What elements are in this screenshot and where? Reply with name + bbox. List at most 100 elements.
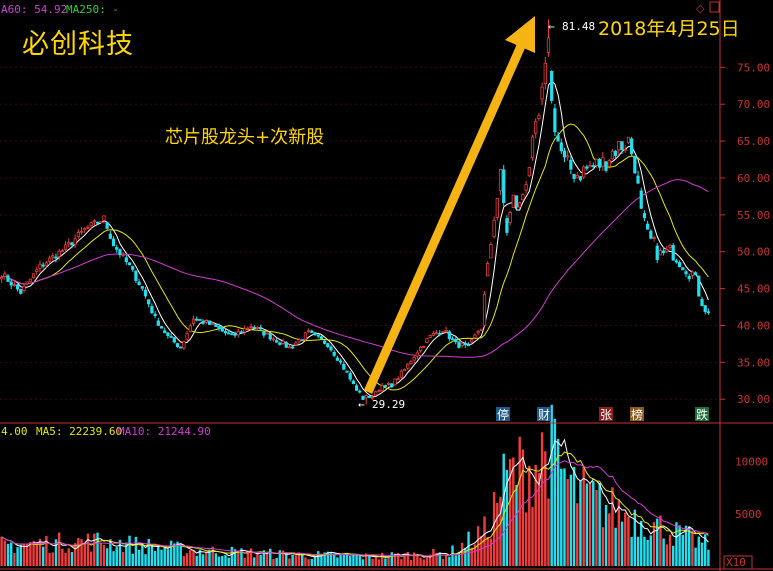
ma10-line xyxy=(1,123,709,391)
volume-bar-down xyxy=(345,554,349,566)
candle-down xyxy=(259,327,263,330)
volume-bar-down xyxy=(707,549,710,566)
volume-bar-down xyxy=(649,535,653,566)
volume-bar-down xyxy=(137,549,141,566)
candle-down xyxy=(502,169,506,203)
volume-bar-down xyxy=(684,525,688,566)
candle-up xyxy=(211,322,215,325)
candle-up xyxy=(57,250,61,257)
candle-up xyxy=(623,148,627,151)
candle-down xyxy=(323,340,327,344)
volume-bar-down xyxy=(313,555,317,566)
volume-bar-down xyxy=(9,542,13,566)
candle-down xyxy=(227,332,231,335)
volume-bar-up xyxy=(566,479,569,566)
candle-down xyxy=(124,257,128,263)
volume-bar-up xyxy=(57,532,61,566)
candle-down xyxy=(649,230,653,239)
volume-bar-up xyxy=(272,558,275,566)
candle-up xyxy=(79,230,84,233)
candle-down xyxy=(278,342,282,345)
volume-bar-down xyxy=(384,558,387,566)
candle-down xyxy=(614,150,618,156)
price-axis: 30.00 35.00 40.00 45.00 50.00 55.00 60.00 65.00… xyxy=(720,61,770,521)
candle-down xyxy=(233,333,237,336)
volume-bar-up xyxy=(281,550,285,566)
candle-down xyxy=(604,161,608,171)
price-tick-label: 75.00 xyxy=(737,61,770,74)
candle-up xyxy=(402,369,407,372)
volume-bar-up xyxy=(489,538,493,566)
volume-bar-down xyxy=(221,555,224,566)
candle-up xyxy=(422,346,426,348)
volume-bar-down xyxy=(227,557,230,566)
candle-down xyxy=(572,173,576,179)
event-tag-suspend[interactable]: 停 xyxy=(497,407,509,422)
volume-bar-up xyxy=(480,536,483,566)
volume-bar-up xyxy=(400,559,403,566)
candle-up xyxy=(582,166,586,178)
volume-bar-down xyxy=(438,552,441,566)
volume-bar-up xyxy=(371,558,374,566)
candle-down xyxy=(620,141,624,151)
candle-down xyxy=(693,272,698,276)
candle-down xyxy=(559,142,563,152)
ma250-label: MA250: - xyxy=(66,3,119,16)
candle-down xyxy=(351,380,356,385)
high-price-label: 81.48 xyxy=(562,20,595,33)
candle-up xyxy=(0,276,4,280)
diamond-icon[interactable]: ◇ xyxy=(696,2,705,15)
candle-down xyxy=(697,275,701,297)
event-tag-rise[interactable]: 张 xyxy=(600,408,612,422)
price-tick-label: 30.00 xyxy=(737,393,770,406)
volume-unit-label: X10 xyxy=(726,556,746,569)
volume-bar-down xyxy=(198,549,202,566)
candle-up xyxy=(546,37,551,53)
volume-bar-up xyxy=(422,559,425,566)
volume-bar-down xyxy=(6,543,10,566)
date-label: 2018年4月25日 xyxy=(598,18,740,40)
candle-down xyxy=(674,260,679,263)
candle-down xyxy=(383,385,387,387)
candle-down xyxy=(505,218,509,233)
candle-down xyxy=(335,357,340,361)
volume-bar-up xyxy=(102,545,106,566)
volume-bar-up xyxy=(246,551,250,566)
volume-bar-up xyxy=(544,451,547,566)
candle-up xyxy=(476,331,480,334)
volume-bar-up xyxy=(435,552,438,566)
volume-bar-down xyxy=(467,531,470,566)
candle-up xyxy=(60,250,64,252)
candle-down xyxy=(147,299,151,305)
volume-bar-down xyxy=(41,546,45,566)
candle-down xyxy=(450,338,455,341)
volume-bar-down xyxy=(640,520,643,566)
volume-bar-up xyxy=(483,516,486,566)
candle-down xyxy=(681,267,685,271)
candle-up xyxy=(566,155,570,158)
volume-bar-up xyxy=(518,436,521,566)
candle-down xyxy=(179,346,183,349)
volume-bar-up xyxy=(121,551,125,566)
volume-bar-down xyxy=(656,518,659,566)
volume-bar-up xyxy=(412,552,416,566)
volume-bar-up xyxy=(659,515,662,566)
volume-bar-down xyxy=(454,555,457,566)
volume-bar-up xyxy=(25,543,29,566)
candle-down xyxy=(358,390,362,393)
candle-down xyxy=(172,337,176,343)
volume-bar-up xyxy=(288,558,291,566)
volume-ma20-line xyxy=(1,460,709,557)
event-tag-board[interactable]: 榜 xyxy=(631,407,643,422)
volume-bar-up xyxy=(601,527,605,566)
event-tag-finance[interactable]: 财 xyxy=(538,408,550,422)
price-tick-label: 35.00 xyxy=(737,356,770,369)
volume-bar-up xyxy=(582,466,585,566)
volume-bar-down xyxy=(253,557,256,566)
window-icon[interactable] xyxy=(709,1,720,13)
candle-up xyxy=(479,328,483,331)
candle-up xyxy=(406,363,410,369)
volume-bar-up xyxy=(35,543,38,566)
candle-up xyxy=(652,237,656,240)
event-tag-fall[interactable]: 跌 xyxy=(696,407,708,422)
